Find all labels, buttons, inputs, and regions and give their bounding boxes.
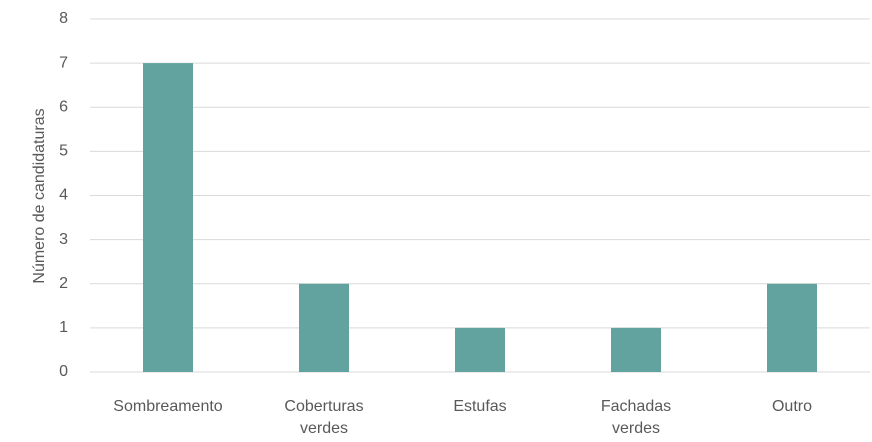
x-tick-label: Sombreamento — [113, 398, 223, 415]
y-tick-label: 5 — [59, 143, 68, 160]
y-tick-label: 3 — [59, 231, 68, 248]
y-axis-label: Número de candidaturas — [31, 108, 48, 283]
y-tick-label: 6 — [59, 98, 68, 115]
y-tick-label: 4 — [59, 187, 68, 204]
x-tick-label: Estufas — [453, 398, 507, 415]
x-tick-label: Coberturas verdes — [284, 398, 364, 437]
y-tick-label: 7 — [59, 54, 68, 71]
x-tick-label: Outro — [771, 398, 812, 415]
bar — [299, 283, 349, 372]
y-tick-label: 0 — [59, 363, 68, 380]
bar — [611, 327, 661, 372]
bar — [455, 327, 505, 372]
bar — [143, 63, 193, 372]
bar — [767, 283, 817, 372]
y-tick-label: 1 — [59, 319, 68, 336]
y-tick-label: 8 — [59, 10, 68, 27]
y-tick-label: 2 — [59, 275, 68, 292]
x-tick-label: Fachadas verdes — [600, 398, 672, 437]
